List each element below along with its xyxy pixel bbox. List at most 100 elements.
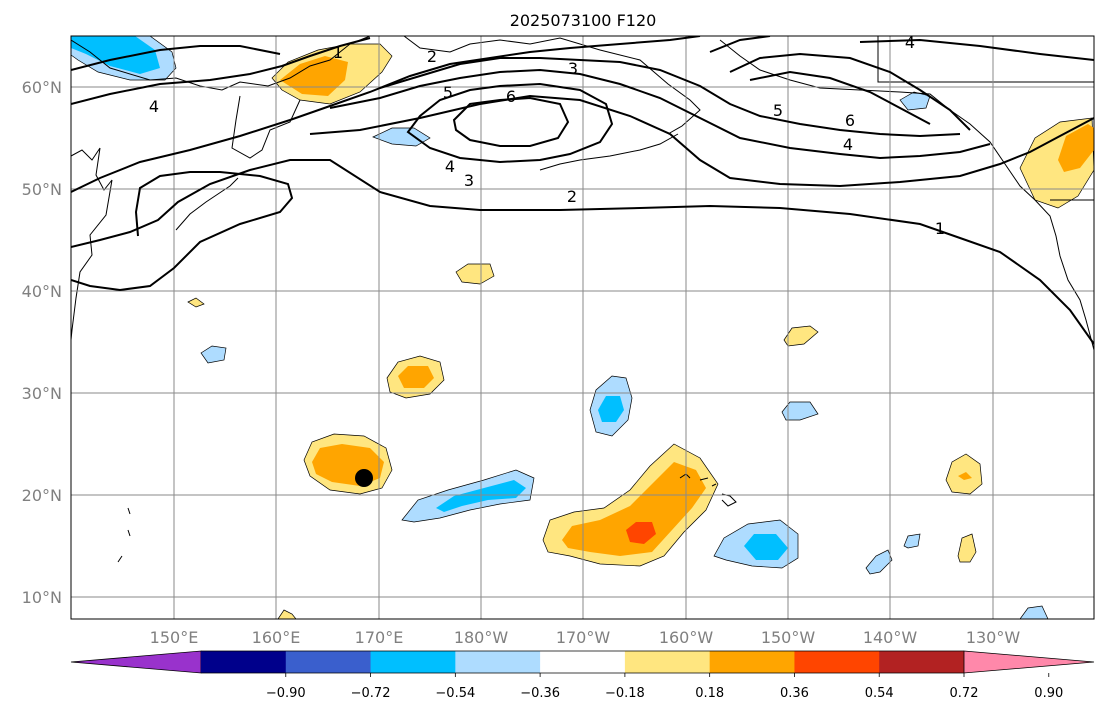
contour-label: 4 (149, 97, 159, 116)
latitude-label: 20°N (22, 486, 62, 505)
contour-label: 4 (843, 135, 853, 154)
anomaly-positive (187, 297, 205, 308)
coastlines (71, 36, 1094, 563)
gridlines (71, 36, 1094, 619)
contour-line (309, 94, 1094, 188)
colorbar: −0.90 −0.72 −0.54 −0.36 −0.18 0.18 0.36 0.54 0.7… (70, 650, 1095, 701)
anomaly-positive (280, 56, 348, 96)
coastline-aleutians (539, 133, 679, 171)
colorbar-label: 0.18 (695, 686, 724, 701)
latitude-label: 50°N (22, 180, 62, 199)
colorbar-extend-high (963, 650, 1095, 674)
contour-label: 5 (773, 101, 783, 120)
latitude-label: 40°N (22, 282, 62, 301)
anomaly-negative (903, 533, 921, 549)
colorbar-segment (455, 651, 541, 673)
contour-label: 2 (567, 187, 577, 206)
contour-label: 6 (506, 87, 516, 106)
colorbar-label: 0.36 (780, 686, 809, 701)
coastline-islands (117, 507, 131, 563)
map-frame (70, 35, 1095, 620)
contour-label: 2 (427, 47, 437, 66)
colorbar-segment (794, 651, 880, 673)
latitude-label: 10°N (22, 588, 62, 607)
anomaly-positive (277, 609, 297, 619)
contour-line (452, 96, 570, 147)
contour-lines (71, 36, 1094, 345)
anomaly-negative (598, 396, 624, 422)
anomaly-negative (200, 345, 227, 364)
coastline-asia (71, 147, 113, 341)
contour-label: 1 (935, 219, 945, 238)
anomaly-positive (398, 366, 434, 388)
colorbar-segment (285, 651, 372, 673)
contour-label: 3 (568, 59, 578, 78)
anomaly-negative (1019, 605, 1049, 619)
colorbar-segment (879, 651, 965, 673)
longitude-label: 170°E (355, 628, 404, 647)
contour-label: 4 (445, 157, 455, 176)
colorbar-segment (540, 651, 626, 673)
anomaly-positive (562, 462, 706, 556)
contour-line (709, 36, 771, 53)
anomaly-positive (958, 472, 972, 480)
contour-line (71, 171, 294, 292)
contour-line (71, 37, 371, 105)
anomaly-negative (71, 36, 160, 74)
colorbar-label: −0.54 (435, 686, 475, 701)
anomaly-positive (455, 263, 495, 285)
colorbar-label: 0.72 (950, 686, 979, 701)
anomaly-negative (865, 549, 893, 575)
longitude-label: 150°E (150, 628, 199, 647)
longitude-label: 160°W (659, 628, 714, 647)
contour-line (329, 68, 991, 160)
coastline-north-america (719, 39, 1094, 351)
map-title: 2025073100 F120 (510, 11, 657, 30)
colorbar-label: −0.18 (605, 686, 645, 701)
anomaly-negative (372, 127, 431, 147)
colorbar-label: 0.90 (1034, 686, 1063, 701)
longitude-label: 170°W (556, 628, 611, 647)
contour-label: 6 (845, 111, 855, 130)
anomaly-positive (1058, 124, 1094, 172)
contour-line (406, 82, 614, 164)
anomaly-negative (744, 534, 788, 560)
colorbar-segment (370, 651, 456, 673)
colorbar-extend-low (70, 650, 202, 674)
colorbar-label: −0.36 (520, 686, 560, 701)
longitude-label: 140°W (863, 628, 918, 647)
location-marker (355, 469, 373, 487)
contour-line (379, 57, 961, 138)
latitude-label: 60°N (22, 78, 62, 97)
contour-line (749, 70, 931, 125)
anomaly-negative (781, 401, 819, 421)
coastline-asia (71, 36, 371, 91)
anomaly-positive (626, 522, 656, 544)
longitude-label: 130°W (966, 628, 1021, 647)
colorbar-segment (201, 651, 287, 673)
shaded-anomalies (71, 36, 1094, 619)
map-panel: 1 2 3 4 5 6 6 5 4 3 2 1 4 4 (70, 33, 1095, 620)
contour-label: 5 (443, 83, 453, 102)
contour-line (71, 159, 1094, 345)
longitude-label: 150°W (761, 628, 816, 647)
anomaly-negative (899, 91, 931, 111)
border-canada-alaska (877, 36, 1094, 83)
contour-label: 3 (464, 171, 474, 190)
colorbar-label: −0.72 (351, 686, 391, 701)
coastline-kurils (175, 177, 239, 231)
colorbar-segment (709, 651, 795, 673)
contour-line (71, 45, 281, 71)
latitude-labels: 60°N 50°N 40°N 30°N 20°N 10°N (22, 78, 62, 607)
longitude-label: 180°W (454, 628, 509, 647)
contour-label: 1 (333, 43, 343, 62)
contour-label: 4 (905, 33, 915, 52)
contour-labels: 1 2 3 4 5 6 6 5 4 3 2 1 4 4 (149, 33, 945, 238)
longitude-labels: 150°E 160°E 170°E 180°W 170°W 160°W 150°W 140°W… (150, 628, 1021, 647)
colorbar-segment (624, 651, 711, 673)
latitude-label: 30°N (22, 384, 62, 403)
coastline-alaska (403, 36, 701, 135)
anomaly-positive (957, 533, 977, 563)
contour-line (729, 52, 971, 131)
